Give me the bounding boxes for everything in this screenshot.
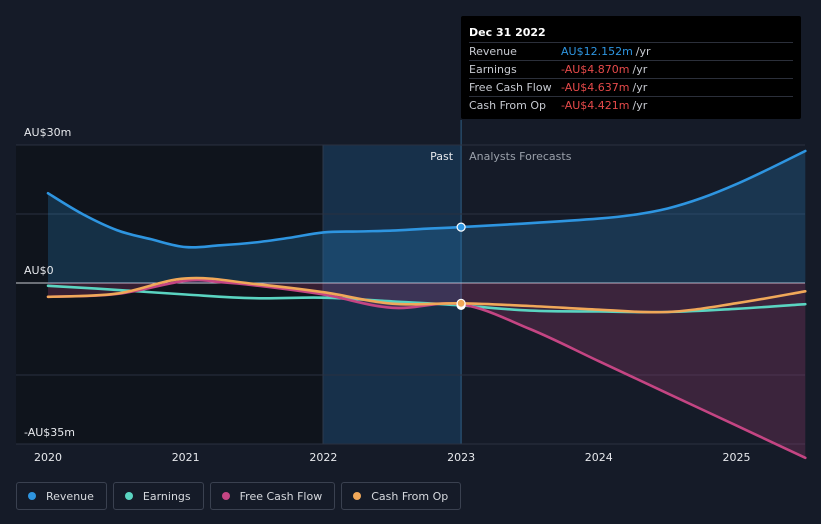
revenue-area — [48, 151, 806, 283]
x-tick-label: 2023 — [447, 451, 475, 464]
tooltip-date: Dec 31 2022 — [469, 26, 546, 39]
legend-item-cash-from-op[interactable]: Cash From Op — [341, 482, 462, 510]
tooltip-row-earnings: Earnings -AU$4.870m /yr — [469, 60, 793, 78]
forecast-label: Analysts Forecasts — [469, 150, 572, 163]
tooltip-row-cash-from-op: Cash From Op -AU$4.421m /yr — [469, 96, 793, 114]
y-tick-label: AU$30m — [24, 126, 71, 139]
tooltip-value: AU$12.152m — [561, 45, 633, 58]
past-label: Past — [430, 150, 454, 163]
free-cash-flow-area — [48, 279, 806, 458]
series-line-free-cash-flow — [46, 278, 807, 460]
x-tick-label: 2025 — [723, 451, 751, 464]
legend-item-free-cash-flow[interactable]: Free Cash Flow — [209, 482, 336, 510]
legend: Revenue Earnings Free Cash Flow Cash Fro… — [16, 482, 462, 510]
tooltip-label: Earnings — [469, 63, 517, 76]
tooltip-value: -AU$4.870m — [561, 63, 630, 76]
legend-dot-icon — [28, 492, 36, 500]
legend-dot-icon — [353, 492, 362, 500]
legend-label: Revenue — [46, 489, 94, 503]
x-tick-label: 2020 — [34, 451, 62, 464]
tooltip-row-revenue: Revenue AU$12.152m /yr — [469, 42, 793, 60]
x-tick-label: 2024 — [585, 451, 613, 464]
legend-label: Free Cash Flow — [239, 489, 323, 503]
tooltip-unit: /yr — [632, 99, 648, 112]
legend-dot-icon — [221, 492, 230, 500]
x-tick-label: 2022 — [309, 451, 337, 464]
y-tick-label: -AU$35m — [24, 426, 75, 439]
tooltip-value: -AU$4.637m — [561, 81, 630, 94]
tooltip-label: Revenue — [469, 45, 517, 58]
tooltip-row-free-cash-flow: Free Cash Flow -AU$4.637m /yr — [469, 78, 793, 96]
y-tick-label: AU$0 — [24, 264, 54, 277]
legend-item-revenue[interactable]: Revenue — [16, 482, 107, 510]
series-line-revenue — [46, 149, 807, 249]
past-highlight-region — [323, 145, 462, 444]
series-line-cash-from-op — [46, 276, 807, 314]
legend-label: Cash From Op — [371, 489, 449, 503]
marker-cash-from-op — [456, 298, 466, 308]
legend-dot-icon — [124, 492, 133, 500]
marker-revenue — [456, 222, 466, 232]
x-tick-label: 2021 — [172, 451, 200, 464]
tooltip-label: Free Cash Flow — [469, 81, 552, 94]
tooltip-unit: /yr — [632, 63, 648, 76]
tooltip-value: -AU$4.421m — [561, 99, 630, 112]
tooltip: Dec 31 2022 Revenue AU$12.152m /yr Earni… — [461, 16, 801, 119]
tooltip-unit: /yr — [632, 81, 648, 94]
tooltip-label: Cash From Op — [469, 99, 547, 112]
legend-label: Earnings — [142, 489, 191, 503]
legend-item-earnings[interactable]: Earnings — [112, 482, 204, 510]
tooltip-unit: /yr — [635, 45, 651, 58]
